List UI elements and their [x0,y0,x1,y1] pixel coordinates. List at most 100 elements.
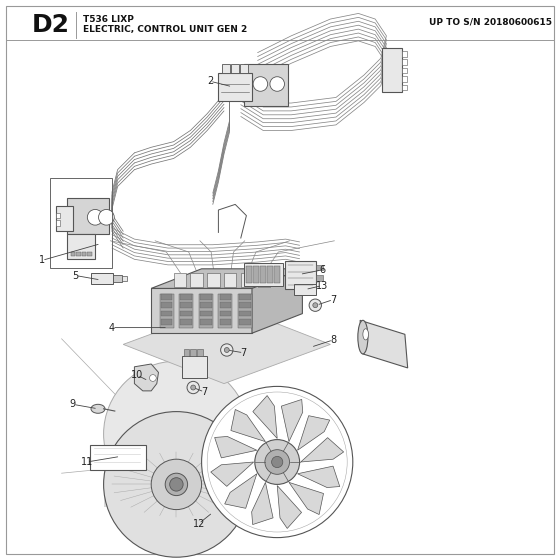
FancyBboxPatch shape [218,73,252,101]
FancyBboxPatch shape [200,311,212,316]
FancyBboxPatch shape [180,311,192,316]
FancyBboxPatch shape [200,294,212,300]
Polygon shape [301,438,344,462]
FancyBboxPatch shape [218,294,232,328]
Polygon shape [277,486,301,529]
Text: ELECTRIC, CONTROL UNIT GEN 2: ELECTRIC, CONTROL UNIT GEN 2 [83,25,247,34]
FancyBboxPatch shape [246,266,252,283]
FancyBboxPatch shape [220,319,231,325]
Polygon shape [251,482,273,525]
FancyBboxPatch shape [220,302,231,308]
Circle shape [87,209,103,225]
FancyBboxPatch shape [190,349,196,356]
FancyBboxPatch shape [174,273,186,287]
FancyBboxPatch shape [239,311,251,316]
FancyBboxPatch shape [294,284,316,295]
FancyBboxPatch shape [258,273,270,287]
FancyBboxPatch shape [244,64,288,106]
Text: 7: 7 [201,387,208,397]
Text: UP TO S/N 20180600615: UP TO S/N 20180600615 [428,18,552,27]
FancyBboxPatch shape [190,273,203,287]
FancyBboxPatch shape [67,234,95,259]
FancyBboxPatch shape [161,294,172,300]
FancyBboxPatch shape [220,311,231,316]
FancyBboxPatch shape [182,356,207,378]
Ellipse shape [363,329,368,340]
FancyBboxPatch shape [239,302,251,308]
Circle shape [272,456,283,468]
FancyBboxPatch shape [113,275,122,282]
Text: 11: 11 [81,457,93,467]
FancyBboxPatch shape [316,265,323,270]
FancyBboxPatch shape [67,198,109,234]
FancyBboxPatch shape [56,206,73,231]
FancyBboxPatch shape [161,302,172,308]
Circle shape [309,299,321,311]
Circle shape [191,385,195,390]
Ellipse shape [104,412,249,557]
Circle shape [202,386,353,538]
Ellipse shape [91,404,105,413]
FancyBboxPatch shape [184,349,189,356]
FancyBboxPatch shape [285,261,316,289]
FancyBboxPatch shape [71,252,75,256]
FancyBboxPatch shape [253,266,259,283]
FancyBboxPatch shape [239,294,251,300]
Text: 12: 12 [193,519,205,529]
FancyBboxPatch shape [402,85,407,90]
FancyBboxPatch shape [402,51,407,57]
Polygon shape [214,436,257,458]
FancyBboxPatch shape [56,213,60,218]
FancyBboxPatch shape [179,294,193,328]
Circle shape [221,344,233,356]
FancyBboxPatch shape [244,263,283,286]
Text: T536 LIXP: T536 LIXP [83,15,134,24]
Circle shape [99,209,114,225]
Text: 1: 1 [39,255,45,265]
FancyBboxPatch shape [161,319,172,325]
Polygon shape [360,320,408,368]
Polygon shape [297,416,330,450]
FancyBboxPatch shape [56,220,60,226]
Polygon shape [289,482,324,515]
Polygon shape [231,409,265,442]
Circle shape [253,77,268,91]
Circle shape [225,348,229,352]
FancyBboxPatch shape [87,252,92,256]
FancyBboxPatch shape [241,273,253,287]
Polygon shape [134,364,158,391]
FancyBboxPatch shape [76,252,81,256]
FancyBboxPatch shape [91,273,113,284]
Polygon shape [253,395,277,438]
Polygon shape [281,399,303,442]
FancyBboxPatch shape [231,64,239,73]
FancyBboxPatch shape [239,319,251,325]
Text: 2: 2 [207,76,213,86]
Circle shape [150,375,156,381]
FancyBboxPatch shape [274,266,280,283]
Circle shape [187,381,199,394]
Text: 9: 9 [70,399,76,409]
FancyBboxPatch shape [260,266,266,283]
Polygon shape [297,466,340,488]
Circle shape [270,77,284,91]
Text: 10: 10 [131,370,143,380]
FancyBboxPatch shape [268,266,273,283]
FancyBboxPatch shape [240,64,248,73]
Circle shape [265,450,290,474]
FancyBboxPatch shape [382,48,402,92]
FancyBboxPatch shape [402,76,407,82]
Polygon shape [211,462,254,486]
Text: 4: 4 [109,323,115,333]
FancyBboxPatch shape [180,319,192,325]
Text: 6: 6 [319,265,325,275]
Ellipse shape [358,320,368,354]
FancyBboxPatch shape [180,294,192,300]
FancyBboxPatch shape [90,445,146,470]
FancyBboxPatch shape [402,68,407,73]
FancyBboxPatch shape [104,456,249,507]
FancyBboxPatch shape [224,273,236,287]
FancyBboxPatch shape [402,59,407,65]
Polygon shape [225,474,257,508]
FancyBboxPatch shape [220,294,231,300]
